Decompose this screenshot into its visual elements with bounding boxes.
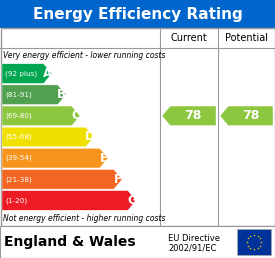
- Text: F: F: [114, 173, 122, 186]
- Bar: [0, 0, 275, 28]
- Text: 78: 78: [185, 109, 202, 122]
- Text: (69-80): (69-80): [5, 112, 32, 119]
- Text: B: B: [57, 88, 66, 101]
- Bar: [0, 226, 275, 258]
- Polygon shape: [162, 106, 216, 126]
- Text: C: C: [72, 109, 80, 122]
- Polygon shape: [2, 85, 66, 104]
- Polygon shape: [2, 170, 122, 189]
- Polygon shape: [2, 64, 52, 83]
- Text: G: G: [127, 194, 137, 207]
- Text: E: E: [100, 152, 108, 165]
- Polygon shape: [220, 106, 273, 126]
- Bar: [1, 28, 274, 225]
- Text: Energy Efficiency Rating: Energy Efficiency Rating: [33, 6, 242, 21]
- Polygon shape: [2, 106, 80, 126]
- Text: 78: 78: [242, 109, 259, 122]
- Text: (81-91): (81-91): [5, 92, 32, 98]
- Text: Not energy efficient - higher running costs: Not energy efficient - higher running co…: [3, 214, 166, 223]
- Bar: [237, 229, 271, 255]
- Polygon shape: [2, 127, 94, 147]
- Text: Current: Current: [170, 33, 207, 43]
- Text: (92 plus): (92 plus): [5, 70, 37, 77]
- Text: A: A: [43, 67, 52, 80]
- Text: Potential: Potential: [225, 33, 268, 43]
- Text: 2002/91/EC: 2002/91/EC: [168, 243, 216, 252]
- Text: (55-68): (55-68): [5, 134, 32, 140]
- Text: England & Wales: England & Wales: [4, 235, 136, 249]
- Text: D: D: [85, 131, 95, 143]
- Polygon shape: [2, 148, 108, 168]
- Polygon shape: [2, 191, 136, 210]
- Text: (39-54): (39-54): [5, 155, 32, 162]
- Text: (21-38): (21-38): [5, 176, 32, 183]
- Text: EU Directive: EU Directive: [168, 234, 220, 243]
- Text: (1-20): (1-20): [5, 197, 27, 204]
- Text: Very energy efficient - lower running costs: Very energy efficient - lower running co…: [3, 51, 166, 60]
